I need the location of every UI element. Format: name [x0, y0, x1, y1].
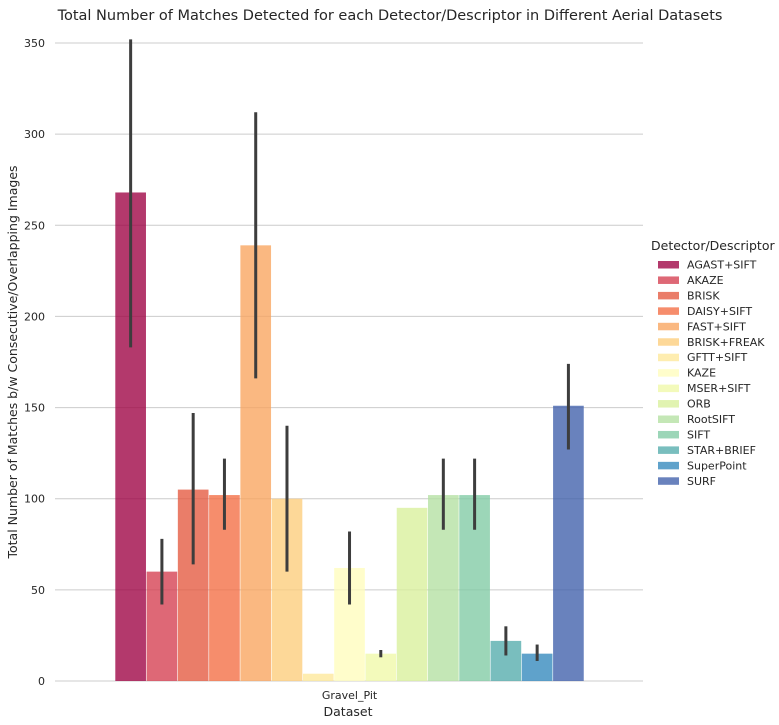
legend-label: DAISY+SIFT	[687, 305, 752, 318]
y-tick-label: 250	[24, 219, 45, 232]
legend: Detector/Descriptor AGAST+SIFT AKAZE BRISK…	[651, 238, 775, 488]
bar-gftt-sift	[302, 673, 334, 681]
bar-orb	[396, 507, 428, 681]
legend-label: MSER+SIFT	[687, 382, 751, 395]
legend-swatch	[658, 446, 679, 454]
legend-swatch	[658, 400, 679, 408]
y-tick-label: 50	[31, 584, 45, 597]
legend-swatch	[658, 291, 679, 300]
chart-title: Total Number of Matches Detected for eac…	[57, 8, 723, 24]
y-axis-label: Total Number of Matches b/w Consecutive/…	[5, 165, 20, 559]
legend-title: Detector/Descriptor	[651, 238, 775, 253]
legend-swatch	[658, 338, 679, 346]
legend-swatch	[658, 276, 679, 284]
legend-swatch	[658, 384, 679, 393]
y-tick-label: 150	[24, 402, 45, 415]
legend-label: KAZE	[687, 367, 716, 380]
legend-swatch	[658, 322, 679, 331]
y-tick-label: 100	[24, 493, 45, 506]
y-tick-label: 200	[24, 310, 45, 323]
legend-label: ORB	[687, 398, 711, 411]
legend-swatch	[658, 430, 679, 439]
legend-label: AKAZE	[687, 274, 724, 287]
legend-label: BRISK	[687, 289, 720, 302]
error-bars	[129, 39, 570, 661]
legend-label: BRISK+FREAK	[687, 336, 765, 349]
y-tick-label: 300	[24, 128, 45, 141]
y-tick-label: 350	[24, 37, 45, 50]
legend-label: RootSIFT	[687, 413, 735, 426]
legend-label: GFTT+SIFT	[687, 351, 747, 364]
legend-swatch	[658, 261, 679, 269]
legend-swatch	[658, 415, 679, 423]
legend-label: STAR+BRIEF	[687, 444, 756, 457]
bars	[115, 192, 584, 681]
legend-swatch	[658, 477, 679, 485]
x-tick-label: Gravel_Pit	[322, 689, 378, 702]
x-axis-label: Dataset	[324, 704, 373, 719]
bar-mser-sift	[365, 653, 397, 681]
bar-surf	[553, 405, 584, 681]
legend-label: FAST+SIFT	[687, 320, 746, 333]
legend-label: AGAST+SIFT	[687, 259, 757, 272]
legend-swatch	[658, 307, 679, 315]
y-tick-label: 0	[38, 675, 45, 688]
legend-swatch	[658, 369, 679, 377]
legend-label: SuperPoint	[687, 459, 747, 472]
legend-label: SIFT	[687, 428, 710, 441]
x-tick-labels: Gravel_Pit	[322, 689, 378, 702]
legend-swatch	[658, 353, 679, 362]
y-tick-labels: 0 50 100 150 200 250 300 350	[24, 37, 45, 688]
legend-label: SURF	[687, 475, 716, 488]
legend-swatch	[658, 461, 679, 470]
